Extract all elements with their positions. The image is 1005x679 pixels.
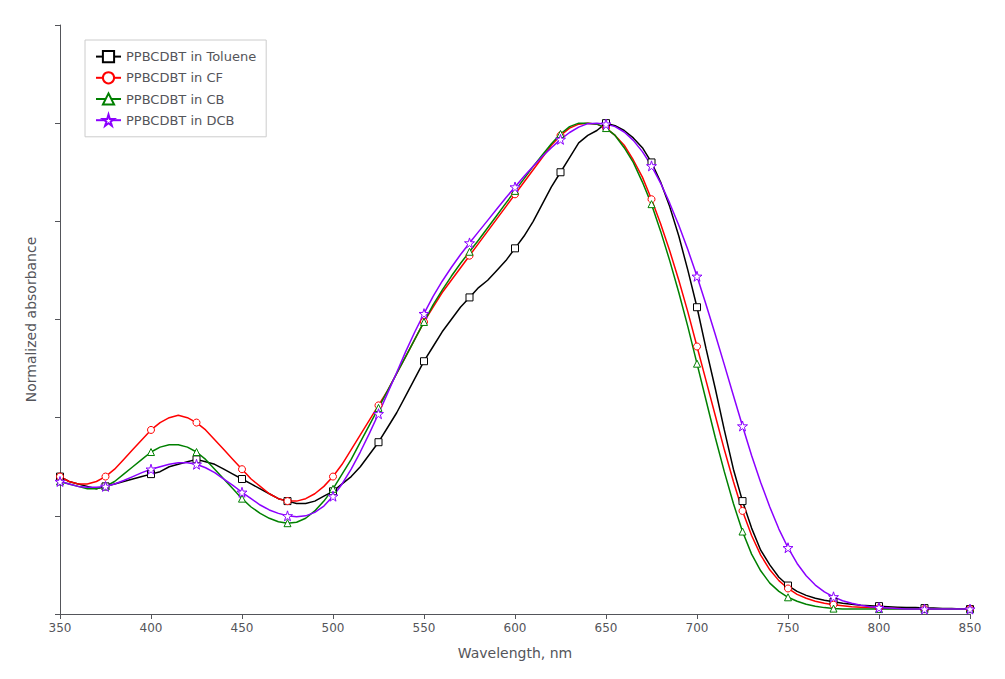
svg-text:750: 750 [777, 621, 800, 635]
svg-text:600: 600 [504, 621, 527, 635]
svg-text:450: 450 [231, 621, 254, 635]
svg-text:700: 700 [686, 621, 709, 635]
svg-text:PPBCDBT in Toluene: PPBCDBT in Toluene [126, 49, 256, 64]
svg-text:800: 800 [868, 621, 891, 635]
svg-text:Normalized absorbance: Normalized absorbance [23, 237, 39, 403]
svg-text:850: 850 [959, 621, 982, 635]
svg-text:550: 550 [413, 621, 436, 635]
svg-text:350: 350 [49, 621, 72, 635]
svg-text:PPBCDBT in DCB: PPBCDBT in DCB [126, 113, 234, 128]
svg-text:PPBCDBT in CF: PPBCDBT in CF [126, 70, 223, 85]
svg-text:PPBCDBT in CB: PPBCDBT in CB [126, 92, 224, 107]
svg-text:650: 650 [595, 621, 618, 635]
svg-text:500: 500 [322, 621, 345, 635]
svg-text:Wavelength, nm: Wavelength, nm [458, 645, 572, 661]
svg-text:400: 400 [140, 621, 163, 635]
